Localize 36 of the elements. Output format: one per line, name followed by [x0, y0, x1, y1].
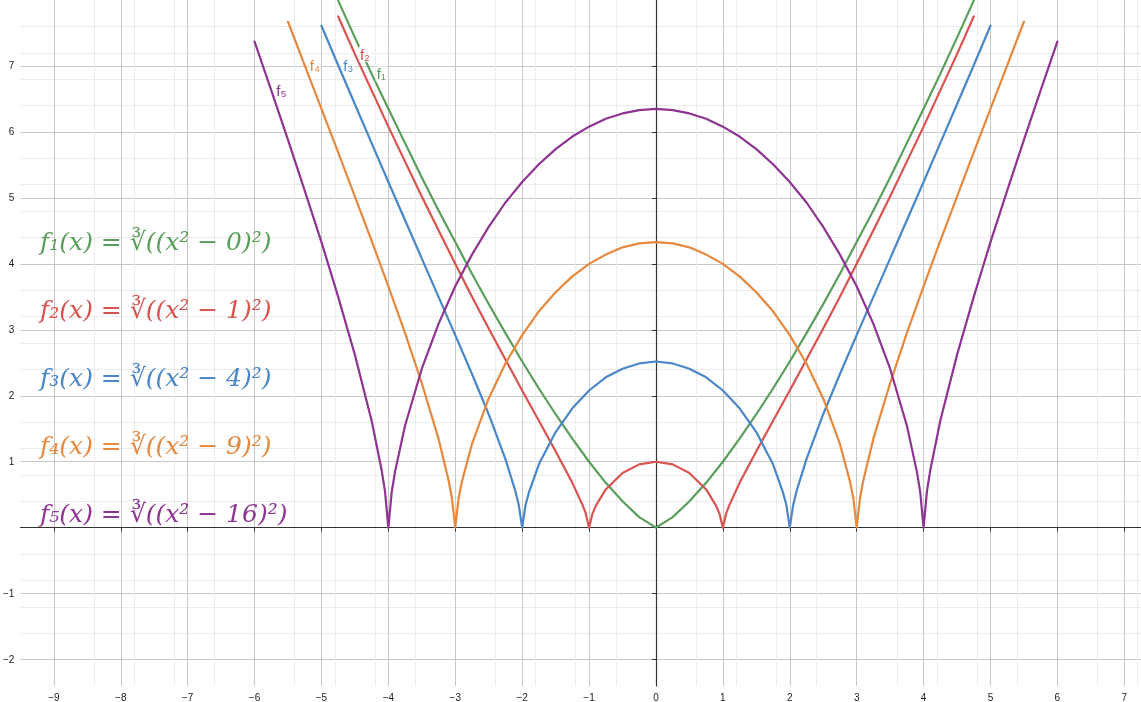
annotation: f₁(x) = ∛((x² − 0)²) — [40, 225, 273, 258]
x-tick-label: −2 — [516, 691, 529, 702]
x-tick-label: 3 — [853, 691, 860, 702]
x-tick-label: −7 — [181, 691, 194, 702]
series-label: f₄ — [309, 56, 321, 74]
x-tick-label: −1 — [583, 691, 596, 702]
series-label: f₃ — [343, 56, 354, 74]
y-tick-label: 3 — [8, 324, 15, 336]
series-label: f₅ — [276, 81, 287, 99]
y-tick-label: −2 — [3, 654, 15, 666]
x-tick-label: 2 — [786, 691, 793, 702]
y-tick-label: −1 — [3, 588, 15, 600]
y-tick-label: 5 — [8, 192, 15, 204]
x-tick-label: 0 — [653, 691, 660, 702]
y-tick-label: 2 — [8, 390, 15, 402]
x-tick-label: 1 — [720, 691, 727, 702]
y-tick-label: 7 — [8, 60, 15, 72]
annotation: f₂(x) = ∛((x² − 1)²) — [40, 293, 273, 326]
x-tick-label: 7 — [1121, 691, 1128, 702]
y-tick-label: 6 — [8, 126, 15, 138]
x-tick-label: 6 — [1054, 691, 1061, 702]
y-tick-label: 1 — [8, 456, 15, 468]
annotation: f₃(x) = ∛((x² − 4)²) — [40, 361, 273, 394]
x-tick-label: −4 — [382, 691, 395, 702]
x-tick-label: −6 — [248, 691, 261, 702]
x-tick-label: 5 — [987, 691, 994, 702]
x-tick-label: 4 — [920, 691, 927, 702]
series-label: f₁ — [376, 65, 386, 83]
y-tick-label: 4 — [8, 258, 15, 270]
series-label: f₂ — [359, 45, 371, 63]
x-tick-label: −8 — [115, 691, 127, 702]
annotation: f₅(x) = ∛((x² − 16)²) — [40, 497, 288, 530]
x-tick-label: −9 — [48, 691, 60, 702]
x-tick-label: −5 — [315, 691, 328, 702]
annotation: f₄(x) = ∛((x² − 9)²) — [40, 429, 273, 462]
x-tick-label: −3 — [449, 691, 462, 702]
